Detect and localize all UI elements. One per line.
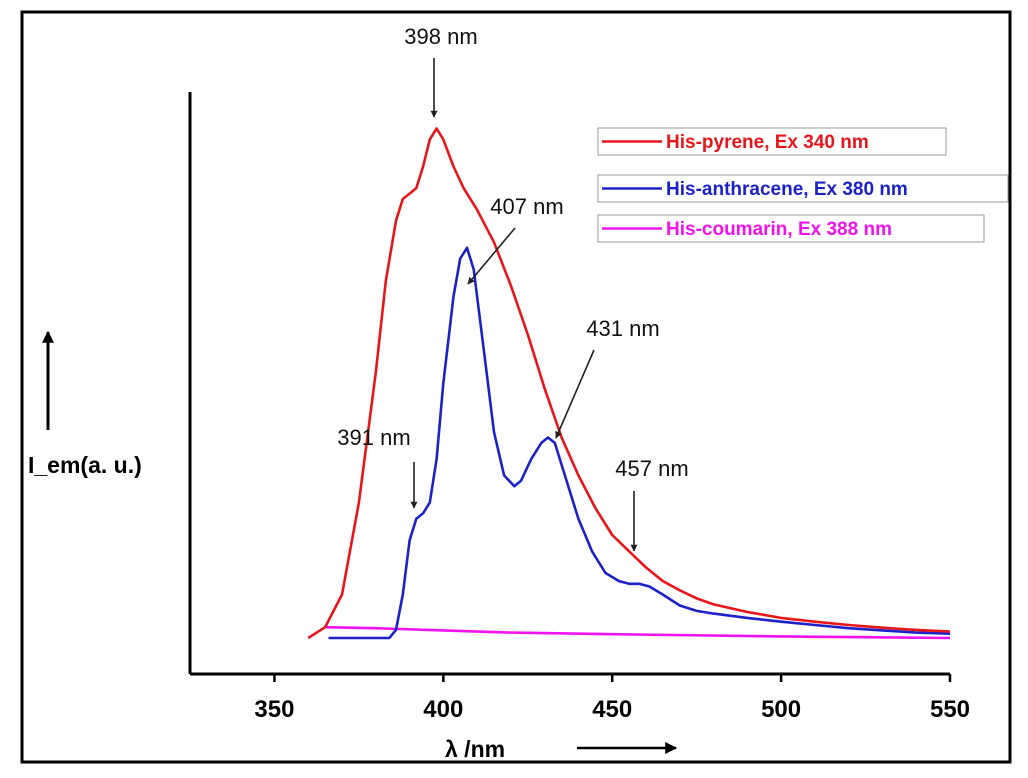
x-tick-label-550: 550 <box>930 696 970 723</box>
annotation-label-0: 398 nm <box>404 24 477 49</box>
annotation-label-3: 431 nm <box>586 316 659 341</box>
series-line-1 <box>328 246 951 640</box>
annotation-arrow-1 <box>467 227 516 285</box>
annotation-arrow-3 <box>555 349 595 439</box>
legend: His-pyrene, Ex 340 nm His-anthracene, Ex … <box>597 127 1009 243</box>
annotation-label-2: 391 nm <box>337 425 410 450</box>
series-line-0 <box>307 127 951 640</box>
annotation-label-4: 457 nm <box>615 456 688 481</box>
legend-label-2: His-coumarin, Ex 388 nm <box>666 219 892 240</box>
x-tick-label-450: 450 <box>592 696 632 723</box>
series-line-2 <box>325 625 951 640</box>
x-tick-label-350: 350 <box>254 696 294 723</box>
series-layer <box>307 127 951 640</box>
legend-box-1 <box>597 174 1009 203</box>
legend-label-0: His-pyrene, Ex 340 nm <box>666 132 869 153</box>
x-axis-ticks <box>273 674 952 682</box>
annotation-label-1: 407 nm <box>490 194 563 219</box>
legend-label-1: His-anthracene, Ex 380 nm <box>666 179 908 200</box>
legend-box-2 <box>597 214 985 243</box>
figure-border <box>20 10 1012 764</box>
annotation-layer: 398 nm 407 nm 391 nm 431 nm 457 nm <box>337 24 689 552</box>
y-axis-label: I_em(a. u.) <box>28 452 142 478</box>
x-tick-label-500: 500 <box>761 696 801 723</box>
x-axis-tick-labels: 350 400 450 500 550 <box>254 696 970 723</box>
x-tick-label-400: 400 <box>423 696 463 723</box>
x-axis-label: λ /nm <box>445 736 505 762</box>
